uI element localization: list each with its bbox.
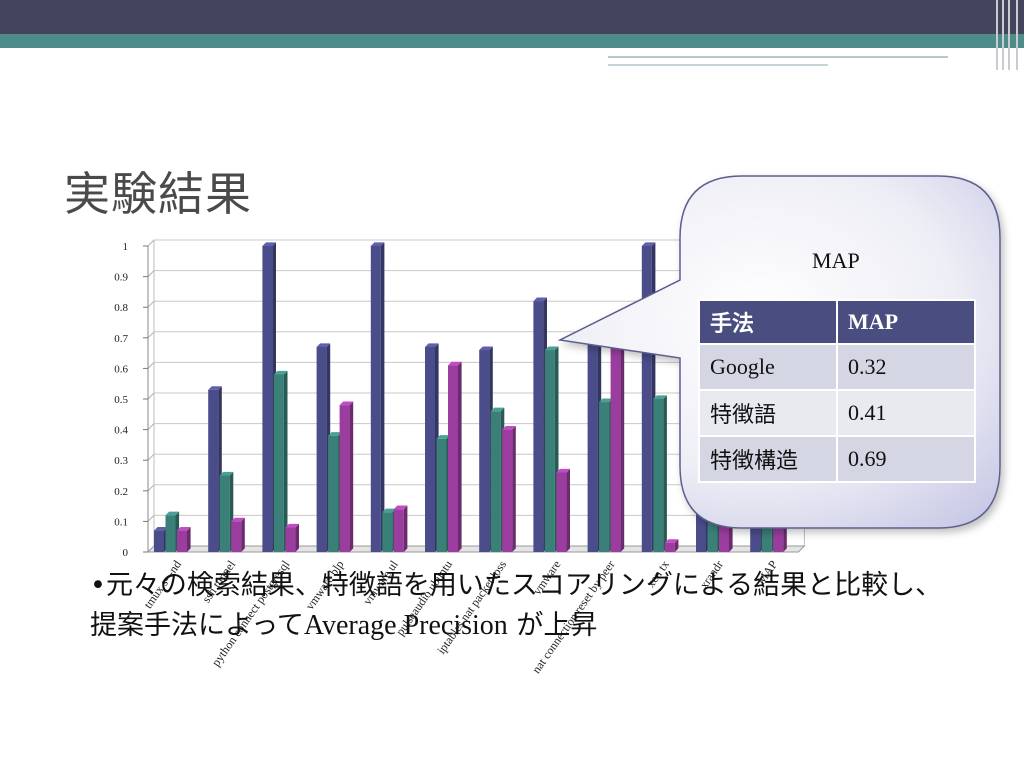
callout-title: MAP bbox=[812, 248, 860, 274]
bullet-marker: • bbox=[90, 570, 106, 601]
bullet-english-term: Average Precision bbox=[304, 610, 508, 641]
map-table: 手法 MAP Google 0.32 特徴語 0.41 特徴構造 0.69 bbox=[698, 299, 976, 483]
table-row: 特徴語 0.41 bbox=[699, 390, 975, 436]
method-cell: 特徴構造 bbox=[699, 436, 837, 482]
table-row: Google 0.32 bbox=[699, 344, 975, 390]
map-cell: 0.32 bbox=[837, 344, 975, 390]
column-header-method: 手法 bbox=[699, 300, 837, 344]
method-cell: 特徴語 bbox=[699, 390, 837, 436]
table-header-row: 手法 MAP bbox=[699, 300, 975, 344]
bullet-text: •元々の検索結果、特徴語を用いたスコアリングによる結果と比較し、提案手法によって… bbox=[90, 566, 950, 646]
map-cell: 0.69 bbox=[837, 436, 975, 482]
method-cell: Google bbox=[699, 344, 837, 390]
table-row: 特徴構造 0.69 bbox=[699, 436, 975, 482]
map-cell: 0.41 bbox=[837, 390, 975, 436]
column-header-map: MAP bbox=[837, 300, 975, 344]
bullet-part-2: が上昇 bbox=[508, 610, 598, 641]
